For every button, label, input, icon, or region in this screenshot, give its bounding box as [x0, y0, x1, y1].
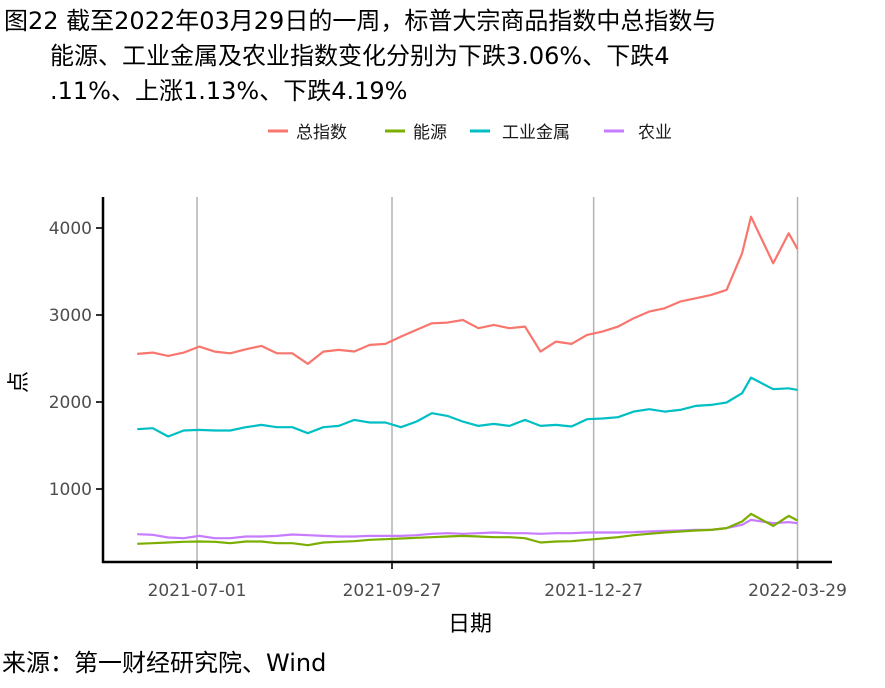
y-axis-title: 点 — [7, 371, 32, 393]
legend: 总指数 能源 工业金属 农业 — [268, 123, 672, 143]
legend-label-total: 总指数 — [296, 123, 347, 143]
legend-item-total: 总指数 — [268, 123, 347, 143]
title-line-3: .11%、上涨1.13%、下跌4.19% — [50, 77, 408, 105]
legend-label-energy: 能源 — [413, 123, 447, 143]
x-tick-label: 2021-07-01 — [148, 581, 247, 601]
y-tick-label: 3000 — [49, 306, 92, 326]
legend-label-industrial-metals: 工业金属 — [502, 123, 570, 143]
legend-item-agriculture: 农业 — [604, 123, 672, 143]
x-axis-title: 日期 — [448, 612, 492, 637]
gridlines — [96, 197, 799, 569]
legend-label-agriculture: 农业 — [638, 123, 672, 143]
title-line-1: 图22 截至2022年03月29日的一周，标普大宗商品指数中总指数与 — [4, 7, 717, 35]
series-line-industrial-metals — [137, 376, 798, 438]
x-tick-label: 2021-09-27 — [343, 581, 442, 601]
series-line-energy — [137, 512, 799, 547]
x-tick-label: 2022-03-29 — [748, 581, 847, 601]
y-tick-label: 4000 — [49, 219, 92, 239]
title-line-2: 能源、工业金属及农业指数变化分别为下跌3.06%、下跌4 — [50, 42, 670, 70]
source-note: 来源：第一财经研究院、Wind — [2, 649, 327, 677]
y-tick-label: 1000 — [49, 480, 92, 500]
series-lines — [137, 215, 799, 547]
x-tick-label: 2021-12-27 — [544, 581, 643, 601]
legend-item-industrial-metals: 工业金属 — [470, 123, 570, 143]
y-axis-ticks: 1000 2000 3000 4000 — [49, 219, 92, 500]
legend-item-energy: 能源 — [385, 123, 447, 143]
figure-title: 图22 截至2022年03月29日的一周，标普大宗商品指数中总指数与 能源、工业… — [4, 4, 716, 109]
series-line-total — [137, 215, 799, 365]
y-tick-label: 2000 — [49, 393, 92, 413]
x-axis-ticks: 2021-07-01 2021-09-27 2021-12-27 2022-03… — [148, 581, 847, 601]
